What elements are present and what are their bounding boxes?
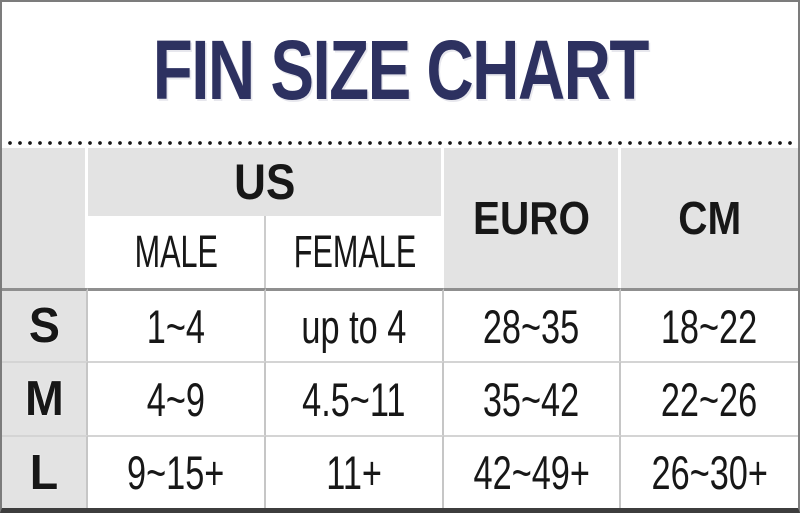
cell-l-cm: 26~30+ [621,435,798,508]
cell-s-euro-value: 28~35 [483,299,580,353]
row-s-label-cell: S [2,288,88,361]
cell-m-us-male: 4~9 [88,361,266,435]
corner-cell [2,148,88,288]
cell-l-us-female-value: 11+ [326,446,382,499]
row-m-label: M [24,372,64,426]
header-us-label: US [233,154,296,210]
cell-m-cm-value: 22~26 [661,372,758,426]
header-female-label: FEMALE [293,226,417,277]
cell-m-us-male-value: 4~9 [146,372,206,426]
header-female: FEMALE [266,216,444,288]
cell-m-us-female-value: 4.5~11 [302,372,406,426]
dotted-divider [2,138,798,148]
cell-s-us-male-value: 1~4 [146,299,206,353]
cell-m-euro-value: 35~42 [483,372,580,426]
row-m-label-cell: M [2,361,88,435]
header-euro: EURO [444,148,621,288]
title-area: FIN SIZE CHART [2,2,798,138]
header-cm-label: CM [678,192,741,244]
chart-title: FIN SIZE CHART [152,22,649,117]
cell-l-us-male: 9~15+ [88,435,266,508]
cell-s-cm-value: 18~22 [661,299,758,353]
cell-s-us-male: 1~4 [88,288,266,361]
cell-l-cm-value: 26~30+ [651,446,768,499]
row-s-label: S [28,299,60,353]
header-cm: CM [621,148,798,288]
header-euro-label: EURO [472,192,590,244]
header-male-label: MALE [134,226,218,277]
cell-m-us-female: 4.5~11 [266,361,444,435]
size-table: US MALE FEMALE EURO CM S 1~4 up to 4 28~… [2,148,798,508]
cell-s-cm: 18~22 [621,288,798,361]
cell-s-us-female: up to 4 [266,288,444,361]
cell-l-euro-value: 42~49+ [473,446,590,499]
header-male: MALE [88,216,266,288]
header-us: US [88,148,444,216]
cell-s-us-female-value: up to 4 [301,299,407,353]
cell-l-us-male-value: 9~15+ [127,446,225,499]
cell-s-euro: 28~35 [444,288,621,361]
cell-m-cm: 22~26 [621,361,798,435]
cell-m-euro: 35~42 [444,361,621,435]
row-l-label-cell: L [2,435,88,508]
cell-l-us-female: 11+ [266,435,444,508]
row-l-label: L [29,445,59,500]
cell-l-euro: 42~49+ [444,435,621,508]
